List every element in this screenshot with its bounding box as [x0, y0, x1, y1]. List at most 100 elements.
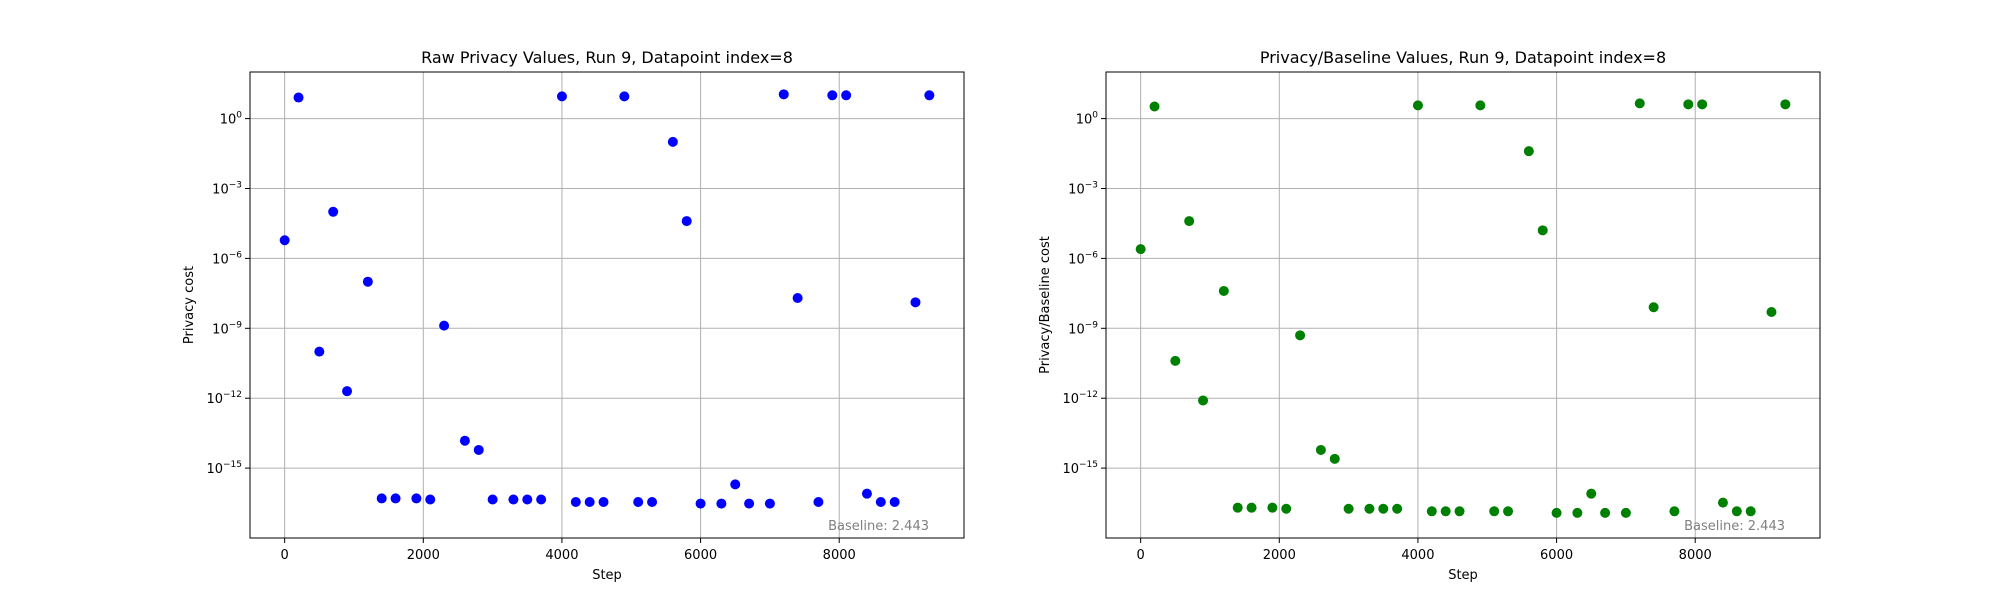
data-point: [1523, 146, 1534, 157]
data-point: [1551, 507, 1562, 518]
data-point: [667, 136, 678, 147]
x-tick-label: 4000: [1401, 548, 1434, 563]
data-point: [744, 498, 755, 509]
chart-title: Privacy/Baseline Values, Run 9, Datapoin…: [1260, 48, 1666, 67]
data-point: [1600, 507, 1611, 518]
data-point: [619, 91, 630, 102]
x-tick-label: 0: [281, 548, 289, 563]
data-point: [1475, 100, 1486, 111]
data-points: [279, 89, 935, 509]
x-axis-label: Step: [1448, 568, 1478, 583]
data-point: [1697, 99, 1708, 110]
data-point: [390, 493, 401, 504]
data-point: [1135, 244, 1146, 255]
raw-privacy-chart: Raw Privacy Values, Run 9, Datapoint ind…: [182, 48, 965, 583]
data-point: [1586, 488, 1597, 499]
data-point: [778, 89, 789, 100]
baseline-annotation: Baseline: 2.443: [828, 519, 929, 534]
data-point: [1198, 395, 1209, 406]
x-tick-label: 4000: [545, 548, 578, 563]
data-point: [1731, 506, 1742, 517]
x-tick-label: 0: [1137, 548, 1145, 563]
x-tick-label: 2000: [1263, 548, 1296, 563]
data-point: [647, 497, 658, 508]
data-point: [716, 498, 727, 509]
baseline-annotation: Baseline: 2.443: [1684, 519, 1785, 534]
data-point: [425, 494, 436, 505]
y-tick-label: 10−15: [206, 460, 242, 477]
data-point: [473, 444, 484, 455]
data-point: [439, 320, 450, 331]
data-point: [1766, 307, 1777, 318]
data-point: [1426, 506, 1437, 517]
data-point: [522, 494, 533, 505]
data-point: [1503, 506, 1514, 517]
data-point: [1489, 506, 1500, 517]
data-point: [1620, 507, 1631, 518]
x-tick-label: 8000: [1679, 548, 1712, 563]
data-point: [508, 494, 519, 505]
data-point: [570, 497, 581, 508]
y-tick-label: 10−9: [1068, 320, 1098, 337]
data-point: [1683, 99, 1694, 110]
data-point: [1281, 503, 1292, 514]
data-points: [1135, 98, 1791, 518]
y-tick-label: 10−6: [1068, 250, 1098, 267]
data-point: [792, 292, 803, 303]
data-point: [584, 497, 595, 508]
y-tick-label: 100: [220, 111, 243, 128]
data-point: [1295, 330, 1306, 341]
y-tick-label: 10−6: [212, 250, 242, 267]
data-point: [536, 494, 547, 505]
data-point: [910, 297, 921, 308]
data-point: [1537, 225, 1548, 236]
grid-lines: [1106, 72, 1820, 538]
data-point: [827, 90, 838, 101]
data-point: [342, 386, 353, 397]
data-point: [376, 493, 387, 504]
data-point: [1170, 355, 1181, 366]
data-point: [1745, 506, 1756, 517]
data-point: [764, 498, 775, 509]
data-point: [1315, 444, 1326, 455]
data-point: [1634, 98, 1645, 109]
data-point: [924, 90, 935, 101]
privacy-baseline-chart: Privacy/Baseline Values, Run 9, Datapoin…: [1038, 48, 1821, 583]
data-point: [633, 497, 644, 508]
grid-lines: [250, 72, 964, 538]
y-tick-label: 10−12: [1062, 390, 1098, 407]
data-point: [314, 346, 325, 357]
data-point: [487, 494, 498, 505]
data-point: [328, 206, 339, 217]
data-point: [1246, 502, 1257, 513]
data-point: [1218, 285, 1229, 296]
data-point: [1669, 506, 1680, 517]
data-point: [293, 92, 304, 103]
data-point: [1454, 506, 1465, 517]
data-point: [1343, 503, 1354, 514]
data-point: [1440, 506, 1451, 517]
data-point: [889, 497, 900, 508]
data-point: [1232, 502, 1243, 513]
x-tick-label: 2000: [407, 548, 440, 563]
data-point: [459, 435, 470, 446]
y-tick-label: 10−12: [206, 390, 242, 407]
data-point: [556, 91, 567, 102]
data-point: [861, 488, 872, 499]
chart-title: Raw Privacy Values, Run 9, Datapoint ind…: [421, 48, 793, 67]
data-point: [841, 90, 852, 101]
data-point: [1412, 100, 1423, 111]
data-point: [875, 497, 886, 508]
plot-area-frame: [1105, 71, 1821, 539]
data-point: [1378, 503, 1389, 514]
x-tick-label: 6000: [684, 548, 717, 563]
data-point: [1780, 99, 1791, 110]
y-tick-label: 10−3: [212, 181, 242, 198]
data-point: [411, 493, 422, 504]
data-point: [681, 216, 692, 227]
x-axis-label: Step: [592, 568, 622, 583]
data-point: [1267, 502, 1278, 513]
data-point: [813, 497, 824, 508]
